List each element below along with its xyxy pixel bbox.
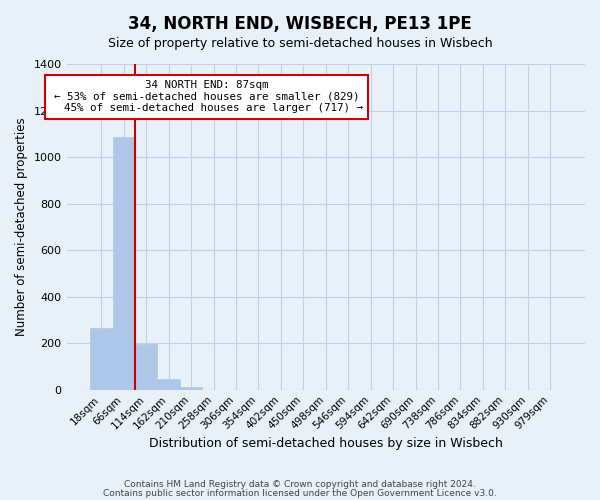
Text: Contains public sector information licensed under the Open Government Licence v3: Contains public sector information licen… xyxy=(103,488,497,498)
Bar xyxy=(135,344,157,390)
Bar xyxy=(113,138,135,390)
Y-axis label: Number of semi-detached properties: Number of semi-detached properties xyxy=(15,118,28,336)
Text: 34 NORTH END: 87sqm  
← 53% of semi-detached houses are smaller (829)
  45% of s: 34 NORTH END: 87sqm ← 53% of semi-detach… xyxy=(50,80,362,114)
Text: 34, NORTH END, WISBECH, PE13 1PE: 34, NORTH END, WISBECH, PE13 1PE xyxy=(128,15,472,33)
Bar xyxy=(180,387,202,390)
Bar xyxy=(157,378,180,390)
Bar xyxy=(90,328,113,390)
Text: Size of property relative to semi-detached houses in Wisbech: Size of property relative to semi-detach… xyxy=(107,38,493,51)
X-axis label: Distribution of semi-detached houses by size in Wisbech: Distribution of semi-detached houses by … xyxy=(149,437,503,450)
Text: Contains HM Land Registry data © Crown copyright and database right 2024.: Contains HM Land Registry data © Crown c… xyxy=(124,480,476,489)
